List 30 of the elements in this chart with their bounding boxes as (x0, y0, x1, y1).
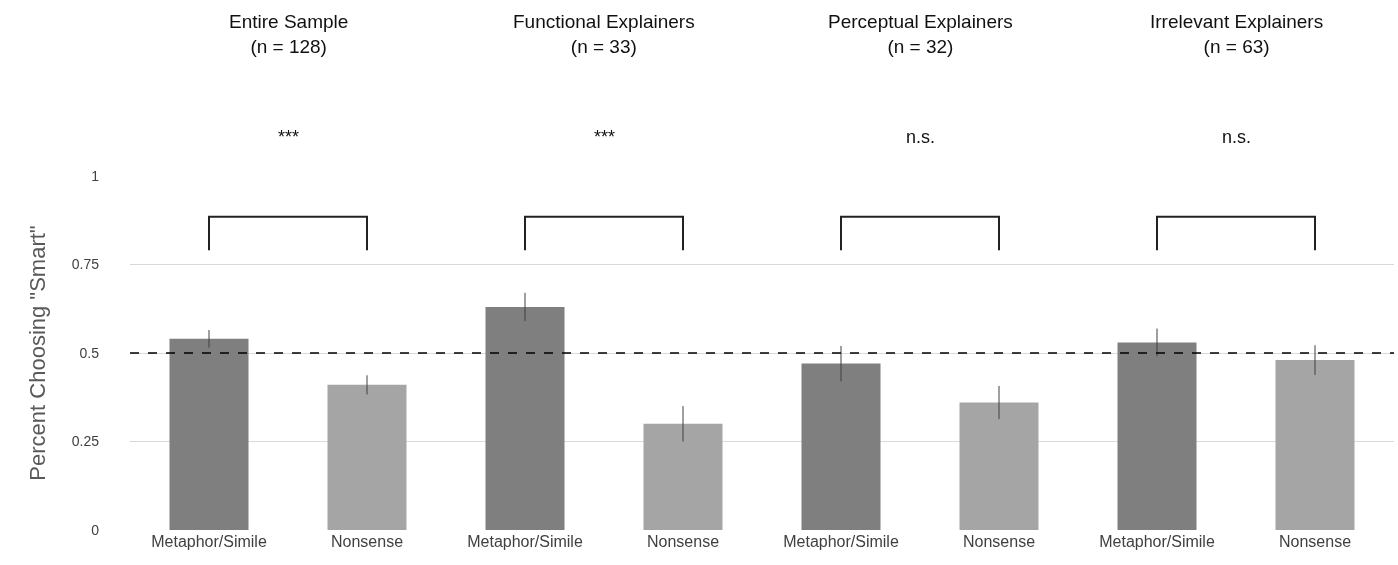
y-tick-label: 0.75 (71, 256, 100, 273)
x-tick-label: Metaphor/Simile (467, 533, 583, 550)
text: *** (278, 127, 300, 147)
bar (169, 338, 249, 530)
text: *** (594, 127, 616, 147)
text: Irrelevant Explainers (n = 63) (1150, 11, 1324, 57)
text: Functional Explainers (n = 33) (513, 11, 695, 57)
text: Entire Sample (n = 128) (229, 11, 349, 57)
bar (643, 423, 723, 530)
bar (327, 384, 407, 530)
bar (801, 363, 881, 530)
bar (1275, 360, 1355, 530)
bar (959, 402, 1039, 530)
x-tick-label: Metaphor/Simile (151, 533, 267, 550)
x-tick-label: Metaphor/Simile (783, 533, 899, 550)
text: n.s. (906, 127, 936, 147)
y-tick-label: 1 (91, 167, 100, 184)
y-axis-title: Percent Choosing "Smart" (24, 225, 50, 481)
x-tick-label: Nonsense (646, 533, 720, 550)
text: Perceptual Explainers (n = 32) (828, 11, 1013, 57)
y-tick-label: 0 (91, 521, 100, 538)
text: n.s. (1222, 127, 1252, 147)
x-tick-label: Metaphor/Simile (1099, 533, 1215, 550)
y-tick-label: 0.5 (79, 344, 100, 361)
x-tick-label: Nonsense (330, 533, 404, 550)
bar (1117, 342, 1197, 530)
bar (485, 306, 565, 530)
x-tick-label: Nonsense (962, 533, 1036, 550)
x-tick-label: Nonsense (1278, 533, 1352, 550)
y-tick-label: 0.25 (71, 433, 100, 450)
